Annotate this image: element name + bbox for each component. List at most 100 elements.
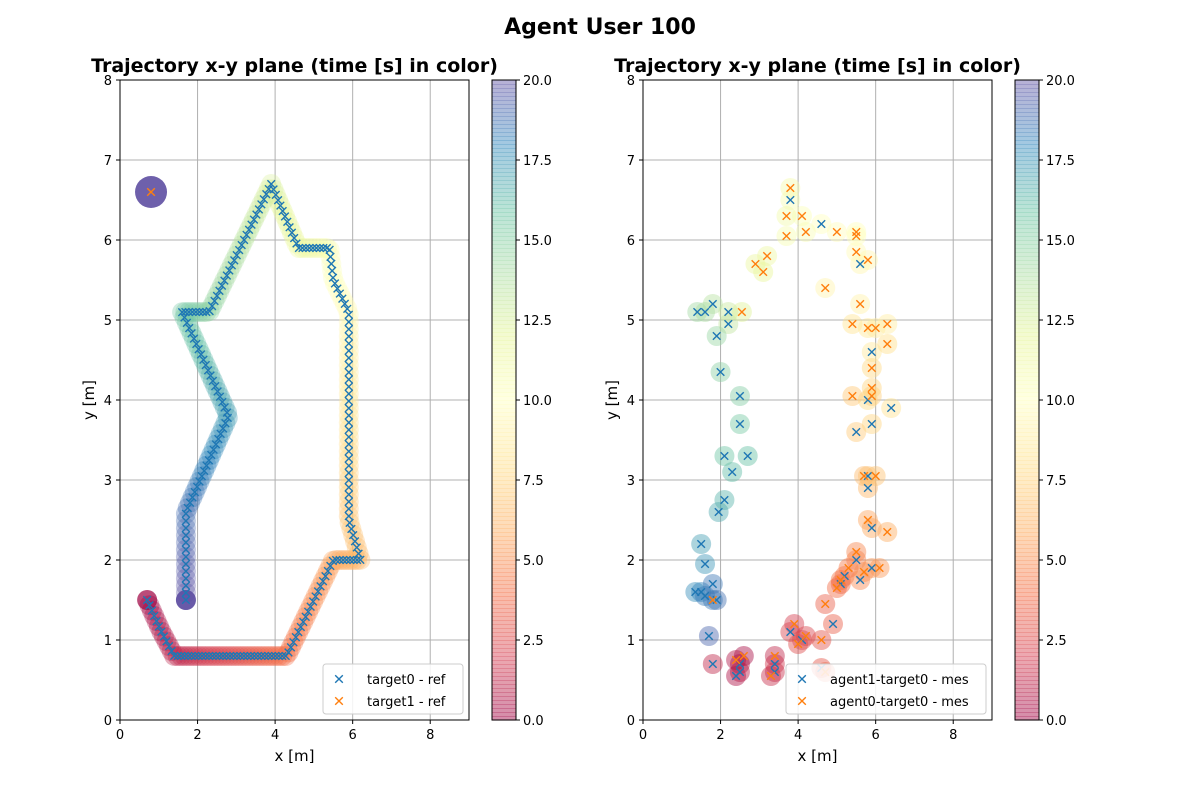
colorbar-band xyxy=(492,592,516,597)
agent0-target0-marker xyxy=(863,255,873,265)
target0-ref-marker xyxy=(260,651,270,661)
target0-ref-marker xyxy=(218,397,227,407)
agent1-target0-marker xyxy=(786,195,795,205)
colorbar-band xyxy=(1015,648,1039,653)
target0-ref-marker xyxy=(220,403,229,412)
colorbar-band xyxy=(492,292,516,297)
y-tick-label: 7 xyxy=(627,154,635,169)
colorbar-band xyxy=(492,308,516,313)
target0-ref-marker xyxy=(167,646,176,656)
colorbar-band xyxy=(492,420,516,425)
target0-ref-marker xyxy=(187,329,196,338)
colorbar-band xyxy=(492,700,516,705)
colorbar-band xyxy=(492,688,516,693)
target0-ref-marker xyxy=(301,243,311,253)
colorbar-band xyxy=(492,84,516,89)
target0-ref-marker xyxy=(344,439,354,449)
colorbar-band xyxy=(1015,344,1039,349)
colorbar-band xyxy=(1015,448,1039,453)
target0-ref-marker xyxy=(347,524,356,534)
target0-ref-marker xyxy=(250,651,259,661)
target0-ref-marker xyxy=(180,651,189,661)
target0-ref-marker xyxy=(316,582,325,591)
legend-label: target1 - ref xyxy=(367,695,446,710)
target0-ref-marker xyxy=(204,455,214,465)
colorbar-band xyxy=(1015,204,1039,209)
colorbar-band xyxy=(1015,100,1039,105)
target0-ref-marker xyxy=(344,497,354,506)
colorbar-band xyxy=(1015,368,1039,373)
agent1-target0-marker xyxy=(867,563,877,573)
target0-ref-marker xyxy=(181,530,191,540)
colorbar-band xyxy=(1015,612,1039,617)
colorbar-band xyxy=(1015,460,1039,465)
target0-ref-marker xyxy=(236,651,245,661)
colorbar-band xyxy=(1015,292,1039,297)
agent0-target0-marker xyxy=(851,231,861,241)
colorbar-band xyxy=(492,476,516,481)
target0-ref-marker xyxy=(344,454,354,463)
target0-ref-marker xyxy=(246,651,256,661)
colorbar-band xyxy=(1015,432,1039,437)
target0-ref-marker xyxy=(184,307,194,317)
colorbar-tick-label: 7.5 xyxy=(1046,474,1067,489)
y-tick-label: 3 xyxy=(104,474,112,489)
colorbar-band xyxy=(492,520,516,525)
colorbar-band xyxy=(1015,324,1039,329)
colorbar-band xyxy=(1015,408,1039,413)
colorbar-band xyxy=(492,260,516,265)
target0-ref-marker xyxy=(181,545,191,554)
target0-ref-marker xyxy=(257,200,266,209)
colorbar-band xyxy=(492,676,516,681)
legend: agent1-target0 - mes agent0-target0 - mes xyxy=(785,663,987,715)
colorbar-band xyxy=(492,112,516,117)
target0-ref-marker xyxy=(344,332,354,341)
target0-ref-marker xyxy=(217,281,227,290)
target0-ref-marker xyxy=(322,243,332,253)
target0-ref-marker xyxy=(181,574,191,583)
y-tick-label: 6 xyxy=(104,234,112,249)
target0-ref-marker xyxy=(344,475,354,485)
target0-ref-marker xyxy=(259,194,269,204)
target0-ref-marker xyxy=(289,233,299,243)
agent0-target0-marker xyxy=(851,227,861,237)
y-tick-label: 0 xyxy=(627,714,635,729)
target0-ref-marker xyxy=(342,555,351,565)
target0-ref-marker xyxy=(249,215,259,224)
colorbar-band xyxy=(492,204,516,209)
colorbar-band xyxy=(1015,224,1039,229)
colorbar-tick-label: 10.0 xyxy=(1046,394,1075,409)
colorbar-band xyxy=(492,464,516,469)
colorbar-band xyxy=(492,220,516,225)
colorbar-band xyxy=(1015,412,1039,417)
target0-ref-marker xyxy=(352,555,362,565)
colorbar-band xyxy=(492,212,516,217)
target0-ref-marker xyxy=(190,651,200,661)
colorbar-band xyxy=(492,312,516,317)
legend-marker xyxy=(334,674,344,684)
colorbar-band xyxy=(492,136,516,141)
agent1-target0-marker xyxy=(692,307,702,317)
colorbar-band xyxy=(492,576,516,581)
target0-ref-marker xyxy=(206,371,215,380)
target0-ref-marker xyxy=(348,530,358,540)
colorbar-tick-label: 12.5 xyxy=(523,314,552,329)
agent0-target0-marker xyxy=(801,227,811,237)
colorbar-band xyxy=(1015,296,1039,301)
colorbar-band xyxy=(492,404,516,409)
colorbar-band xyxy=(492,80,516,85)
target0-ref-marker xyxy=(227,261,237,270)
target0-ref-marker xyxy=(216,429,225,439)
colorbar-band xyxy=(1015,300,1039,305)
colorbar-band xyxy=(1015,484,1039,489)
colorbar-band xyxy=(492,532,516,537)
target0-ref-marker xyxy=(210,381,220,391)
target0-ref-marker xyxy=(315,243,325,253)
agent0-target0-marker xyxy=(863,323,873,333)
colorbar-band xyxy=(1015,124,1039,129)
colorbar-band xyxy=(1015,496,1039,501)
colorbar-band xyxy=(1015,468,1039,473)
colorbar-band xyxy=(492,564,516,569)
agent0-target0-marker xyxy=(848,319,857,329)
target0-ref-marker xyxy=(157,627,166,636)
